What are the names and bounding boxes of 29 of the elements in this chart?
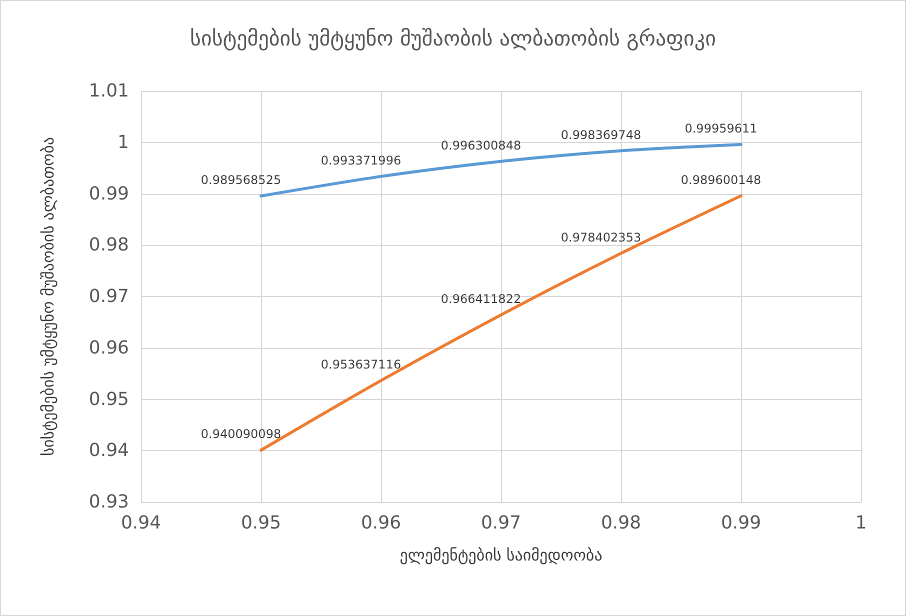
data-label: 0.99959611: [684, 121, 758, 136]
y-tick-label: 0.96: [88, 337, 129, 358]
data-label: 0.989568525: [200, 172, 282, 187]
y-tick-label: 0.98: [88, 234, 129, 256]
x-axis-title: ელემენტების საიმედოობა: [400, 546, 602, 564]
x-tick-label: 0.97: [480, 512, 522, 534]
y-tick-label: 0.94: [88, 440, 129, 462]
x-tick-label: 0.98: [600, 512, 642, 534]
chart-title: სისტემების უმტყუნო მუშაობის ალბათობის გრაფიკი: [190, 26, 716, 50]
y-axis-title: სისტემების უმტყუნო მუშაობის ალბათობა: [38, 136, 58, 456]
y-tick-label: 0.99: [88, 183, 129, 204]
data-label: 0.989600148: [680, 172, 762, 187]
y-tick-label: 1: [118, 132, 129, 153]
x-tick-label: 0.95: [240, 512, 282, 534]
y-tick-label: 0.95: [88, 388, 129, 410]
data-label: 0.940090098: [200, 427, 282, 442]
data-label: 0.978402353: [560, 230, 642, 244]
data-label: 0.998369748: [560, 128, 642, 142]
x-tick-label: 0.99: [720, 512, 762, 534]
x-tick-label: 1: [855, 512, 867, 534]
data-label: 0.966411822: [440, 292, 522, 306]
x-tick-label: 0.94: [120, 512, 162, 534]
x-tick-label: 0.96: [360, 512, 402, 534]
y-tick-label: 0.93: [88, 492, 129, 512]
data-label: 0.953637116: [320, 358, 402, 372]
y-tick-label: 0.97: [88, 286, 129, 307]
y-tick-label: 1.01: [88, 80, 129, 102]
data-label: 0.996300848: [440, 138, 522, 152]
data-label: 0.993371996: [320, 153, 402, 168]
